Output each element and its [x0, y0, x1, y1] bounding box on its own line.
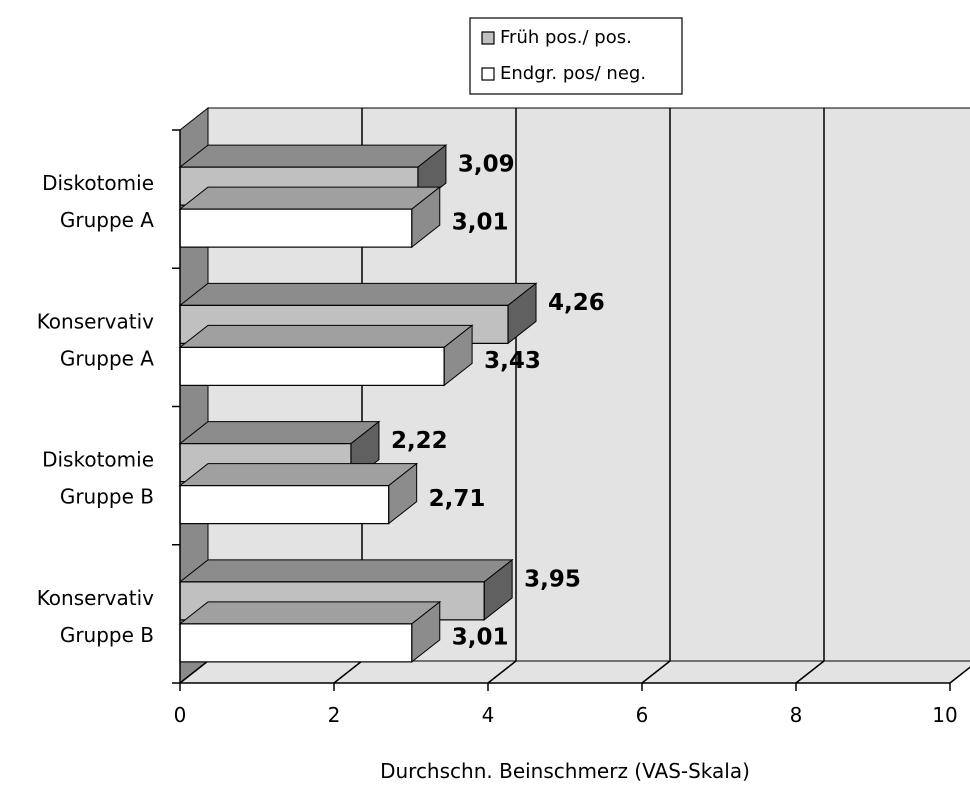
category-label: Gruppe B [60, 623, 154, 647]
category-label: Konservativ [37, 586, 154, 610]
legend-swatch [481, 31, 495, 45]
category-label: Diskotomie [42, 448, 154, 472]
data-label: 3,95 [524, 566, 581, 592]
bar-top [178, 324, 474, 348]
floor-gridline [179, 660, 209, 684]
bar-top [178, 463, 419, 487]
bar [179, 346, 445, 386]
data-label: 2,22 [391, 428, 448, 454]
bar-top [178, 282, 538, 306]
data-label: 3,01 [452, 210, 509, 236]
floor-gridline [487, 660, 517, 684]
floor-gridline [333, 660, 363, 684]
category-label: Gruppe A [60, 346, 154, 370]
bar-top [178, 421, 381, 445]
category-label: Diskotomie [42, 171, 154, 195]
floor-gridline [641, 660, 671, 684]
x-tick-label: 6 [636, 703, 649, 727]
bar [179, 208, 413, 248]
floor-gridline [795, 660, 825, 684]
floor [178, 660, 970, 684]
data-label: 4,26 [548, 290, 605, 316]
bar [179, 623, 413, 663]
x-tick-label: 2 [328, 703, 341, 727]
labels: 3,09 3,01 Diskotomie Gruppe A 4,26 3,43 Konser… [37, 152, 958, 783]
legend-entry: Endgr. pos/ neg. [500, 63, 646, 84]
category-label: Konservativ [37, 309, 154, 333]
category-label: Gruppe A [60, 208, 154, 232]
bar [179, 485, 390, 525]
x-tick-label: 10 [932, 703, 957, 727]
bar-top [178, 186, 442, 210]
floor-gridline [949, 666, 970, 684]
x-axis-title: Durchschn. Beinschmerz (VAS-Skala) [380, 759, 750, 783]
legend-swatch [481, 67, 495, 81]
x-tick-label: 4 [482, 703, 495, 727]
bar-top [178, 559, 514, 583]
bar-top [178, 601, 442, 625]
data-label: 3,09 [458, 152, 515, 178]
x-tick-label: 8 [790, 703, 803, 727]
x-tick-label: 0 [174, 703, 187, 727]
bar-top [178, 144, 448, 168]
legend: Früh pos./ pos. Endgr. pos/ neg. [469, 17, 683, 95]
axes [172, 129, 951, 691]
bars [178, 144, 538, 663]
legend-box [469, 17, 683, 95]
legend-entry: Früh pos./ pos. [500, 27, 632, 48]
category-label: Gruppe B [60, 485, 154, 509]
data-label: 2,71 [429, 486, 486, 512]
data-label: 3,01 [452, 624, 509, 650]
data-label: 3,43 [484, 348, 541, 374]
